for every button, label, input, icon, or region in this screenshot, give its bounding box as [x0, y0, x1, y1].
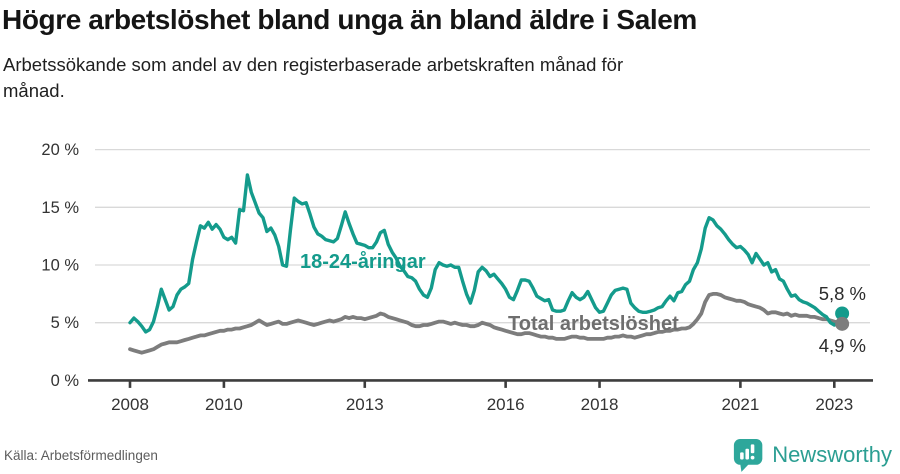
- end-dot-youth: [835, 306, 850, 321]
- series-label-youth: 18-24-åringar: [300, 250, 426, 273]
- page-title: Högre arbetslöshet bland unga än bland ä…: [2, 4, 697, 35]
- x-axis-tick-label: 2010: [205, 395, 243, 414]
- y-axis-tick-label: 10 %: [41, 257, 79, 275]
- series-label-total: Total arbetslöshet: [508, 313, 679, 335]
- source-note: Källa: Arbetsförmedlingen: [4, 448, 158, 463]
- x-axis-tick-label: 2013: [346, 395, 384, 414]
- newsworthy-brand-link[interactable]: Newsworthy: [733, 438, 892, 472]
- x-axis-tick-label: 2023: [815, 395, 853, 414]
- newsworthy-logo-icon: [734, 439, 763, 472]
- end-value-label-youth: 5,8 %: [819, 283, 866, 304]
- end-value-label-total: 4,9 %: [819, 335, 866, 356]
- end-dot-total: [835, 316, 850, 331]
- x-axis-tick-label: 2018: [581, 395, 619, 414]
- series-line-total: [128, 291, 844, 355]
- y-axis-tick-label: 5 %: [51, 314, 80, 332]
- y-axis-tick-label: 0 %: [51, 372, 80, 390]
- chart-subtitle: Arbetssökande som andel av den registerb…: [3, 54, 624, 101]
- x-axis-tick-label: 2008: [111, 395, 149, 414]
- x-axis-tick-label: 2021: [721, 395, 759, 414]
- x-axis-tick-label: 2016: [487, 395, 525, 414]
- y-axis-tick-label: 15 %: [41, 199, 79, 217]
- series-line-youth: [128, 173, 844, 334]
- y-axis-tick-label: 20 %: [41, 141, 79, 159]
- newsworthy-brand-name: Newsworthy: [772, 442, 892, 467]
